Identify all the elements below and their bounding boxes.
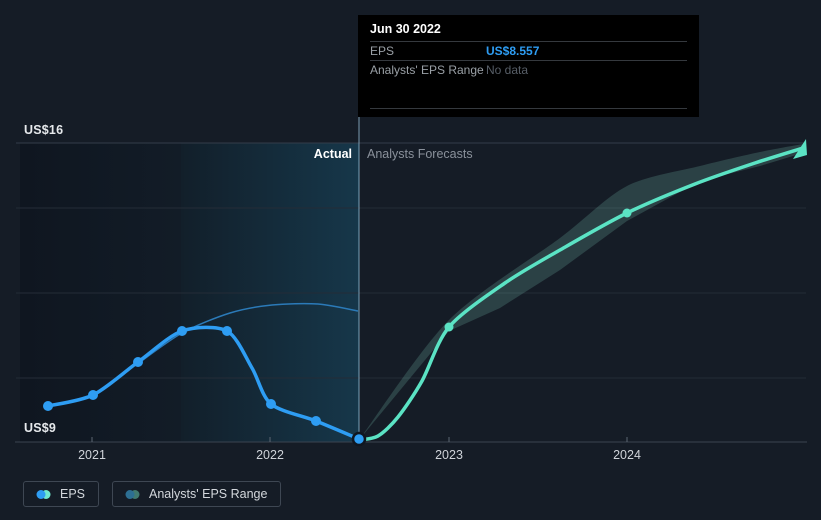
- tooltip-separator: [370, 108, 687, 109]
- tooltip-separator: [370, 60, 687, 61]
- eps-data-point: [266, 399, 276, 409]
- legend-eps-label: EPS: [60, 487, 86, 501]
- analysts-eps-range-band: [359, 144, 803, 440]
- legend: EPS Analysts' EPS Range: [23, 481, 282, 507]
- forecast-line: [357, 146, 805, 442]
- legend-eps-range-label: Analysts' EPS Range: [149, 487, 268, 501]
- eps-data-point: [177, 326, 187, 336]
- x-tick-2024: 2024: [613, 448, 641, 462]
- x-tick-2022: 2022: [256, 448, 284, 462]
- tooltip-range-value: No data: [486, 63, 529, 77]
- legend-eps-range-button[interactable]: Analysts' EPS Range: [112, 481, 282, 507]
- tooltip-range-row: Analysts' EPS Range No data: [358, 61, 699, 79]
- forecast-data-point: [622, 208, 632, 218]
- chart-tooltip: Jun 30 2022 EPS US$8.557 Analysts' EPS R…: [358, 15, 699, 117]
- highlighted-data-point: [351, 431, 367, 447]
- eps-data-point: [88, 390, 98, 400]
- tooltip-range-label: Analysts' EPS Range: [370, 63, 484, 77]
- x-tick-2023: 2023: [435, 448, 463, 462]
- y-axis-label-bottom: US$9: [24, 421, 57, 435]
- tooltip-spacer: [358, 79, 699, 108]
- tooltip-eps-row: EPS US$8.557: [358, 42, 699, 60]
- tooltip-eps-value: US$8.557: [486, 44, 540, 58]
- eps-range-series-icon: [125, 489, 140, 499]
- forecast-data-point: [444, 322, 454, 332]
- tooltip-separator: [370, 41, 687, 42]
- actual-zone-label: Actual: [313, 147, 352, 161]
- eps-data-point: [311, 416, 321, 426]
- forecast-arrowhead-icon: [793, 139, 807, 159]
- eps-data-point: [43, 401, 53, 411]
- eps-series-icon: [36, 489, 51, 499]
- forecast-zone-label: Analysts Forecasts: [367, 147, 473, 161]
- tooltip-eps-label: EPS: [370, 44, 395, 58]
- x-tick-2021: 2021: [78, 448, 106, 462]
- legend-eps-button[interactable]: EPS: [23, 481, 100, 507]
- eps-data-point: [133, 357, 143, 367]
- tooltip-date: Jun 30 2022: [370, 22, 441, 36]
- past-estimate-line: [135, 302, 359, 366]
- eps-data-point: [222, 326, 232, 336]
- y-axis-label-top: US$16: [24, 123, 64, 137]
